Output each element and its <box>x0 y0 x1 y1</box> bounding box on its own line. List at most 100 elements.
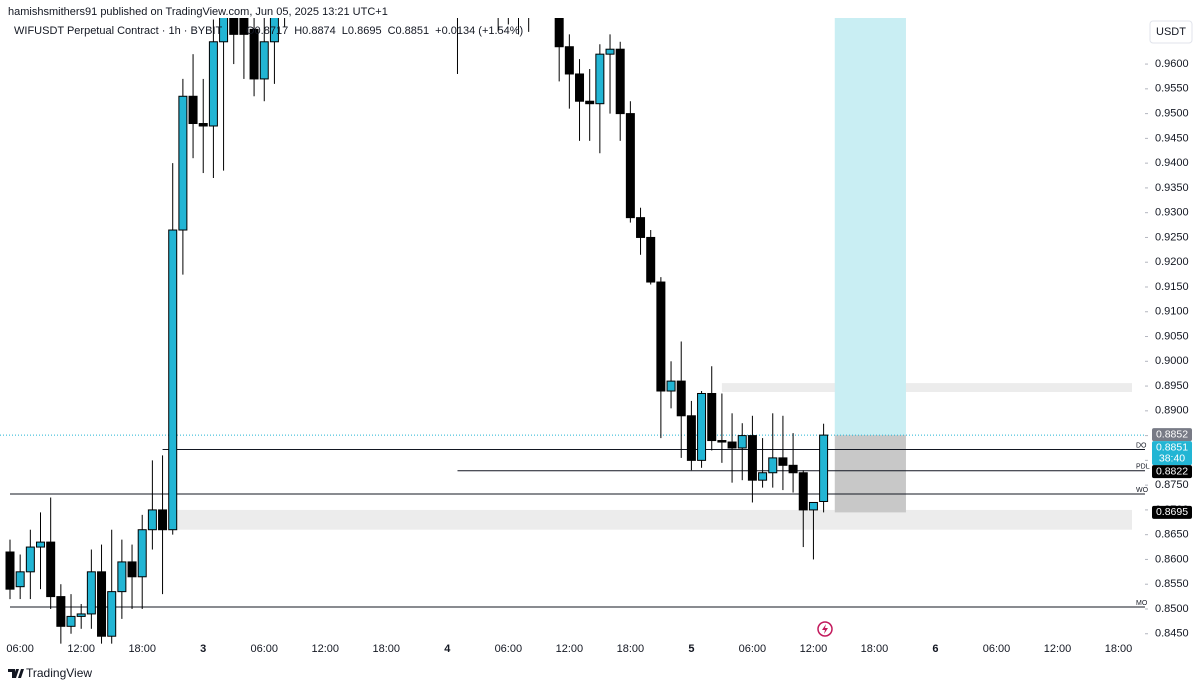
x-tick-label: 18:00 <box>617 643 645 655</box>
candle-body <box>768 457 778 474</box>
y-tick-label: 0.9200 <box>1155 256 1189 268</box>
event-icon-bolt <box>822 624 828 634</box>
x-tick-label: 06:00 <box>739 643 767 655</box>
candle-body <box>5 551 15 590</box>
x-tick-label: 4 <box>444 643 451 655</box>
candle-body <box>656 281 666 392</box>
x-tick-label: 06:00 <box>983 643 1011 655</box>
candle-body <box>575 73 585 102</box>
candle-body <box>585 100 595 105</box>
y-tick-label: 0.9250 <box>1155 231 1189 243</box>
price-label: 0.8851 <box>1156 441 1188 453</box>
candle-body <box>158 509 168 531</box>
y-tick-label: 0.9350 <box>1155 182 1189 194</box>
y-tick-label: 0.8900 <box>1155 405 1189 417</box>
candle-body <box>646 236 656 283</box>
ohlc-value: C0.8851 <box>388 25 430 37</box>
candle-body <box>676 380 686 417</box>
candle-body <box>86 571 96 615</box>
level-label: WO <box>1136 487 1149 494</box>
candle-body <box>686 415 696 461</box>
price-label-box <box>1152 465 1192 479</box>
x-tick-label: 06:00 <box>495 643 523 655</box>
level-label: DO <box>1136 442 1147 449</box>
x-tick-label: 18:00 <box>373 643 401 655</box>
y-tick-label: 0.8600 <box>1155 553 1189 565</box>
candle-body <box>127 561 137 578</box>
y-tick-label: 0.8750 <box>1155 479 1189 491</box>
brand: TradingView <box>26 666 92 680</box>
currency[interactable]: USDT <box>1156 26 1186 38</box>
candle-body <box>178 95 188 231</box>
price-label: 0.8822 <box>1156 465 1188 477</box>
x-tick-label: 5 <box>688 643 694 655</box>
x-tick-label: 18:00 <box>128 643 156 655</box>
candle-body <box>208 41 218 127</box>
x-tick-label: 18:00 <box>1105 643 1133 655</box>
price-label-box <box>1152 505 1192 519</box>
y-tick-label: 0.9150 <box>1155 281 1189 293</box>
x-tick-label: 12:00 <box>67 643 95 655</box>
zone <box>721 383 1132 393</box>
x-tick-label: 3 <box>200 643 206 655</box>
price-label-box <box>1152 428 1192 442</box>
y-tick-label: 0.9600 <box>1155 58 1189 70</box>
ohlc-value: +0.0134 (+1.54%) <box>435 25 523 37</box>
y-tick-label: 0.9400 <box>1155 157 1189 169</box>
y-tick-label: 0.9450 <box>1155 132 1189 144</box>
candle-body <box>819 434 829 502</box>
candle-body <box>76 613 86 617</box>
x-tick-label: 06:00 <box>6 643 34 655</box>
candle-body <box>615 48 625 115</box>
x-tick-label: 6 <box>932 643 938 655</box>
x-tick-label: 12:00 <box>800 643 828 655</box>
level-label: MO <box>1136 600 1148 607</box>
price-label-box <box>1152 441 1192 466</box>
candle-body <box>666 380 676 392</box>
target-area <box>834 18 906 436</box>
candle-body <box>46 541 56 598</box>
currency-button[interactable] <box>1149 20 1193 44</box>
candle-body <box>56 596 66 627</box>
axis-group: 0.84500.85000.85500.86000.86500.87000.87… <box>1145 58 1192 640</box>
candle-body <box>147 509 157 531</box>
y-tick-label: 0.9050 <box>1155 330 1189 342</box>
price-label: 0.8695 <box>1156 506 1188 518</box>
y-tick-label: 0.8950 <box>1155 380 1189 392</box>
candle-body <box>137 529 147 578</box>
y-tick-label: 0.8550 <box>1155 578 1189 590</box>
level-label: PDL <box>1136 464 1150 471</box>
candle-body <box>198 123 208 127</box>
candle-body <box>707 392 717 442</box>
ohlc-value: O0.8717 <box>246 25 288 37</box>
plot-area <box>0 18 1145 644</box>
candle-body <box>219 18 229 43</box>
x-tick-label: 18:00 <box>861 643 889 655</box>
y-tick-label: 0.8650 <box>1155 529 1189 541</box>
candle-body <box>188 95 198 125</box>
y-tick-label: 0.9300 <box>1155 207 1189 219</box>
candle-body <box>239 18 249 35</box>
ohlc-value: H0.8874 <box>294 25 336 37</box>
publisher: hamishsmithers91 published on TradingVie… <box>8 6 388 18</box>
y-tick-label: 0.9000 <box>1155 355 1189 367</box>
x-tick-label: 12:00 <box>556 643 584 655</box>
candle-body <box>758 472 768 481</box>
candle-body <box>15 571 25 588</box>
ohlc-value: L0.8695 <box>342 25 382 37</box>
candle-body <box>788 464 798 474</box>
candle-body <box>107 591 117 637</box>
candle-body <box>97 571 107 637</box>
candle-body <box>605 48 615 55</box>
y-tick-label: 0.8450 <box>1155 628 1189 640</box>
y-tick-label: 0.9500 <box>1155 108 1189 120</box>
candle-body <box>36 541 46 548</box>
x-tick-label: 12:00 <box>1044 643 1072 655</box>
candle-body <box>249 28 259 80</box>
y-tick-label: 0.8500 <box>1155 603 1189 615</box>
candle-body <box>259 41 269 80</box>
candle-body <box>717 440 727 443</box>
candle-body <box>229 18 239 35</box>
candle-body <box>168 229 178 531</box>
y-tick-label: 0.9100 <box>1155 306 1189 318</box>
